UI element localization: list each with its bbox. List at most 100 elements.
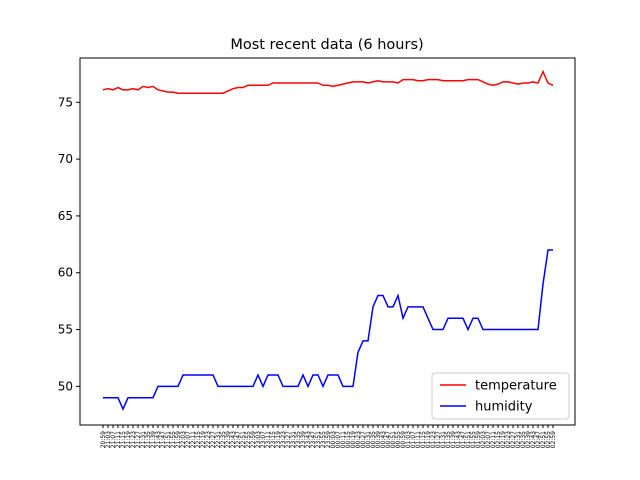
legend-label: humidity — [475, 400, 533, 415]
x-tick-label: 00:51 — [390, 431, 397, 448]
x-tick-label: 23:55 — [320, 431, 327, 448]
x-tick-label: 23:23 — [280, 431, 287, 448]
x-tick-label: 01:35 — [445, 431, 452, 448]
x-tick-label: 01:19 — [425, 431, 432, 448]
x-tick-label: 01:31 — [440, 431, 447, 448]
x-tick-label: 02:47 — [535, 431, 542, 448]
x-tick-label: 01:23 — [430, 431, 437, 448]
x-tick-label: 02:35 — [520, 431, 527, 448]
y-tick-label: 60 — [58, 266, 73, 280]
series-line — [102, 69, 554, 94]
x-tick-label: 00:59 — [400, 431, 407, 448]
y-tick-label: 70 — [58, 152, 73, 166]
x-tick-label: 00:39 — [375, 431, 382, 448]
x-tick-label: 01:03 — [405, 431, 412, 448]
x-tick-label: 00:03 — [330, 431, 337, 448]
x-tick-label: 22:15 — [195, 431, 202, 448]
x-tick-label: 23:11 — [265, 431, 272, 448]
x-tick-label: 22:43 — [230, 431, 237, 448]
series-line — [103, 249, 553, 411]
x-tick-label: 01:27 — [435, 431, 442, 448]
x-tick-label: 00:31 — [365, 431, 372, 448]
x-tick-label: 21:27 — [135, 431, 142, 448]
plot-frame — [79, 57, 576, 426]
x-tick-label: 01:55 — [470, 431, 477, 448]
x-tick-label: 23:19 — [275, 431, 282, 448]
x-tick-label: 22:35 — [220, 431, 227, 448]
x-tick-label: 23:43 — [305, 431, 312, 448]
x-tick-label: 01:15 — [420, 431, 427, 448]
x-tick-label: 23:15 — [270, 431, 277, 448]
x-tick-label: 02:51 — [540, 431, 547, 448]
x-tick-label: 01:43 — [455, 431, 462, 448]
x-tick-label: 02:23 — [505, 431, 512, 448]
x-tick-label: 23:03 — [255, 431, 262, 448]
x-tick-label: 02:43 — [530, 431, 537, 448]
x-tick-label: 23:35 — [295, 431, 302, 448]
legend-label: temperature — [475, 379, 557, 394]
x-tick-label: 21:23 — [130, 431, 137, 448]
x-tick-label: 23:31 — [290, 431, 297, 448]
x-tick-label: 02:15 — [495, 431, 502, 448]
y-tick-label: 55 — [58, 323, 73, 337]
x-tick-label: 02:11 — [490, 431, 497, 448]
x-tick-label: 21:51 — [165, 431, 172, 448]
x-tick-label: 23:07 — [260, 431, 267, 448]
x-tick-label: 22:11 — [190, 431, 197, 448]
x-tick-label: 01:39 — [450, 431, 457, 448]
x-tick-label: 21:35 — [145, 431, 152, 448]
x-tick-label: 01:11 — [415, 431, 422, 448]
y-tick-label: 50 — [58, 379, 73, 393]
x-tick-label: 22:19 — [200, 431, 207, 448]
x-tick-label: 22:55 — [245, 431, 252, 448]
x-tick-label: 22:03 — [180, 431, 187, 448]
x-tick-label: 21:11 — [115, 431, 122, 448]
x-tick-label: 02:59 — [550, 431, 557, 448]
x-tick-label: 02:19 — [500, 431, 507, 448]
x-tick-label: 21:03 — [105, 431, 112, 448]
x-tick-label: 02:31 — [515, 431, 522, 448]
x-tick-label: 00:47 — [385, 431, 392, 448]
x-tick-label: 00:15 — [345, 431, 352, 448]
x-tick-label: 20:59 — [100, 431, 107, 448]
x-tick-label: 22:27 — [210, 431, 217, 448]
x-tick-label: 23:27 — [285, 431, 292, 448]
y-tick-label: 75 — [58, 95, 73, 109]
x-tick-label: 23:59 — [325, 431, 332, 448]
x-tick-label: 21:15 — [120, 431, 127, 448]
x-tick-label: 22:39 — [225, 431, 232, 448]
chart-title: Most recent data (6 hours) — [230, 37, 423, 53]
x-tick-label: 01:59 — [475, 431, 482, 448]
x-tick-label: 21:31 — [140, 431, 147, 448]
x-tick-label: 00:23 — [355, 431, 362, 448]
x-tick-label: 02:03 — [480, 431, 487, 448]
x-tick-label: 21:47 — [160, 431, 167, 448]
x-tick-label: 00:43 — [380, 431, 387, 448]
x-tick-label: 00:27 — [360, 431, 367, 448]
x-tick-label: 21:39 — [150, 431, 157, 448]
x-tick-label: 02:39 — [525, 431, 532, 448]
x-tick-label: 21:43 — [155, 431, 162, 448]
x-tick-label: 01:51 — [465, 431, 472, 448]
x-tick-label: 23:47 — [310, 431, 317, 448]
x-tick-label: 21:07 — [110, 431, 117, 448]
x-tick-label: 00:55 — [395, 431, 402, 448]
x-tick-label: 00:19 — [350, 431, 357, 448]
x-tick-label: 01:47 — [460, 431, 467, 448]
x-tick-label: 02:27 — [510, 431, 517, 448]
x-tick-label: 21:59 — [175, 431, 182, 448]
legend-box — [431, 372, 570, 420]
x-tick-label: 00:07 — [335, 431, 342, 448]
x-tick-label: 23:51 — [315, 431, 322, 448]
x-tick-label: 22:07 — [185, 431, 192, 448]
y-tick-label: 65 — [58, 209, 73, 223]
x-tick-label: 23:39 — [300, 431, 307, 448]
x-tick-label: 22:51 — [240, 431, 247, 448]
x-tick-label: 21:55 — [170, 431, 177, 448]
x-tick-label: 01:07 — [410, 431, 417, 448]
x-tick-label: 02:07 — [485, 431, 492, 448]
x-tick-label: 00:35 — [370, 431, 377, 448]
x-tick-label: 22:47 — [235, 431, 242, 448]
x-tick-label: 22:31 — [215, 431, 222, 448]
